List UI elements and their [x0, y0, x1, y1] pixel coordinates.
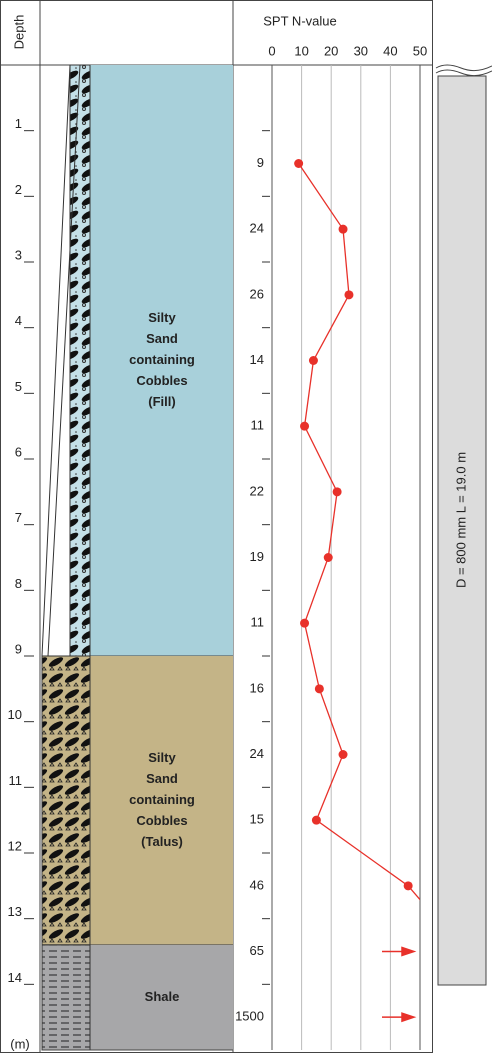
- spt-value-label: 22: [250, 483, 264, 498]
- spt-point: [333, 487, 342, 496]
- depth-tick-label: 5: [15, 379, 22, 394]
- depth-tick-label: 8: [15, 576, 22, 591]
- layer-name: containing: [129, 352, 195, 367]
- layer-name: (Fill): [148, 394, 175, 409]
- spt-value-label: 11: [251, 615, 265, 630]
- chart-title: SPT N-value: [263, 13, 336, 28]
- x-tick-label: 50: [413, 43, 427, 58]
- spt-arrow: [382, 948, 414, 956]
- depth-tick-label: 7: [15, 510, 22, 525]
- layer-name: Shale: [145, 989, 180, 1004]
- spt-point: [344, 290, 353, 299]
- spt-value-label: 24: [250, 746, 264, 761]
- depth-tick-label: 2: [15, 182, 22, 197]
- spt-value-label: 14: [250, 352, 264, 367]
- break-mark: [436, 70, 492, 76]
- depth-tick-label: 11: [9, 773, 23, 788]
- layer-name: Cobbles: [136, 373, 187, 388]
- soil-pattern: [70, 65, 90, 656]
- x-tick-label: 0: [268, 43, 275, 58]
- depth-tick-label: 6: [15, 444, 22, 459]
- x-tick-label: 10: [294, 43, 308, 58]
- borehole-log: Depth (m) SPT N-value D = 800 mm L = 19.…: [0, 0, 492, 1053]
- spt-value-label: 24: [250, 221, 264, 236]
- layer-name: containing: [129, 792, 195, 807]
- spt-point: [339, 750, 348, 759]
- depth-tick-label: 1: [15, 116, 22, 131]
- spt-value-label: 1500: [235, 1009, 264, 1024]
- depth-label: Depth: [11, 15, 26, 50]
- x-tick-label: 30: [354, 43, 368, 58]
- spt-point: [312, 816, 321, 825]
- spt-point: [339, 225, 348, 234]
- spt-value-label: 9: [257, 155, 264, 170]
- spt-point: [309, 356, 318, 365]
- spt-point: [294, 159, 303, 168]
- depth-unit: (m): [10, 1036, 30, 1051]
- spt-value-label: 19: [250, 549, 264, 564]
- spt-value-label: 16: [250, 680, 264, 695]
- soil-pattern: [42, 945, 90, 1050]
- depth-tick-label: 10: [8, 707, 22, 722]
- depth-tick-label: 9: [15, 641, 22, 656]
- spt-point: [300, 619, 309, 628]
- spt-value-label: 46: [250, 877, 264, 892]
- spt-point: [300, 422, 309, 431]
- spt-point: [404, 881, 413, 890]
- depth-tick-label: 3: [15, 247, 22, 262]
- x-tick-label: 40: [383, 43, 397, 58]
- pile-label: D = 800 mm L = 19.0 m: [453, 452, 468, 588]
- spt-arrow: [382, 1013, 414, 1021]
- layer-name: Silty: [148, 310, 176, 325]
- spt-value-label: 65: [250, 943, 264, 958]
- layer-name: Silty: [148, 750, 176, 765]
- depth-tick-label: 14: [8, 970, 22, 985]
- layer-name: Cobbles: [136, 813, 187, 828]
- depth-tick-label: 13: [8, 904, 22, 919]
- spt-value-label: 15: [250, 812, 264, 827]
- spt-point: [324, 553, 333, 562]
- x-tick-label: 20: [324, 43, 338, 58]
- spt-value-label: 11: [251, 418, 265, 433]
- layer-name: (Talus): [141, 834, 183, 849]
- layer-name: Sand: [146, 771, 178, 786]
- spt-point: [315, 684, 324, 693]
- spt-value-label: 26: [250, 286, 264, 301]
- depth-tick-label: 12: [8, 838, 22, 853]
- layer-name: Sand: [146, 331, 178, 346]
- depth-tick-label: 4: [15, 313, 22, 328]
- soil-pattern: [42, 656, 90, 945]
